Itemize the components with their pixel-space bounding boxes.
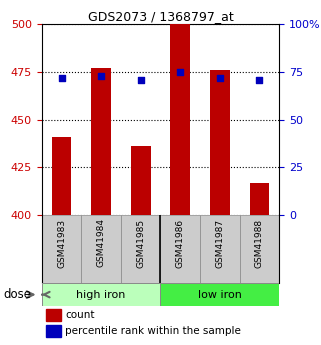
Text: low iron: low iron [198,289,242,299]
Bar [160,215,200,283]
Text: GSM41983: GSM41983 [57,218,66,268]
Text: GSM41985: GSM41985 [136,218,145,268]
Text: count: count [65,310,95,320]
Point [138,77,143,82]
Point [99,73,104,78]
Point [59,75,64,80]
Text: GSM41986: GSM41986 [176,218,185,268]
Bar [160,283,279,306]
Text: GSM41988: GSM41988 [255,218,264,268]
Bar [47,309,61,321]
Bar [42,215,81,283]
Bar [47,325,61,336]
Bar [210,70,230,215]
Text: high iron: high iron [76,289,126,299]
Bar [121,215,160,283]
Bar [91,68,111,215]
Bar [170,24,190,215]
Text: GSM41984: GSM41984 [97,218,106,267]
Bar [249,183,269,215]
Text: GSM41987: GSM41987 [215,218,224,268]
Point [217,75,222,80]
Point [257,77,262,82]
Bar [42,283,160,306]
Text: dose: dose [3,288,31,301]
Title: GDS2073 / 1368797_at: GDS2073 / 1368797_at [88,10,233,23]
Bar [200,215,240,283]
Bar [240,215,279,283]
Text: percentile rank within the sample: percentile rank within the sample [65,326,241,336]
Bar [52,137,71,215]
Point [178,69,183,75]
Bar [81,215,121,283]
Bar [131,146,151,215]
